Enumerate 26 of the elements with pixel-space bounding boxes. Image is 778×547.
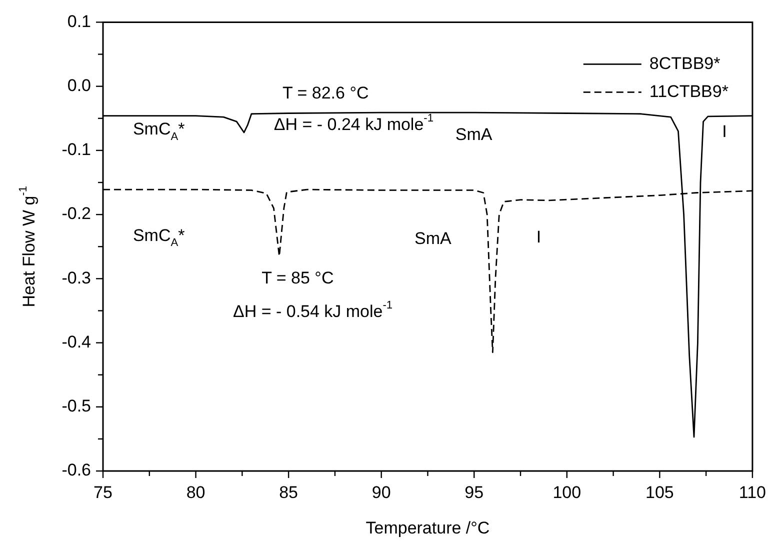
x-tick-label: 100 bbox=[552, 482, 582, 502]
x-tick-label: 80 bbox=[186, 482, 206, 502]
x-tick-label: 95 bbox=[464, 482, 484, 502]
annotation: T = 85 °C bbox=[262, 268, 334, 288]
x-tick-label: 85 bbox=[279, 482, 298, 502]
annotation: T = 82.6 °C bbox=[282, 84, 369, 103]
y-tick-label: -0.5 bbox=[62, 396, 91, 416]
x-tick-label: 105 bbox=[645, 482, 674, 502]
y-tick-label: -0.1 bbox=[62, 140, 91, 160]
annotation: I bbox=[722, 122, 727, 141]
x-tick-label: 110 bbox=[738, 482, 766, 502]
y-tick-label: -0.3 bbox=[62, 268, 91, 288]
y-tick-label: 0.0 bbox=[67, 76, 91, 95]
annotation: SmA bbox=[455, 124, 493, 144]
y-tick-label: 0.1 bbox=[67, 12, 91, 31]
x-tick-label: 90 bbox=[372, 482, 391, 502]
annotation: I bbox=[536, 227, 542, 246]
legend-label: 8CTBB9* bbox=[649, 54, 721, 73]
legend-label: 11CTBB9* bbox=[649, 82, 729, 101]
y-tick-label: -0.4 bbox=[62, 332, 91, 352]
x-axis-title: Temperature /°C bbox=[366, 518, 490, 538]
y-tick-label: -0.2 bbox=[62, 204, 91, 224]
annotation: SmA bbox=[414, 229, 452, 248]
y-tick-label: -0.6 bbox=[62, 460, 91, 480]
x-tick-label: 75 bbox=[94, 482, 112, 502]
y-axis-title: Heat Flow W g-1 bbox=[17, 186, 39, 308]
